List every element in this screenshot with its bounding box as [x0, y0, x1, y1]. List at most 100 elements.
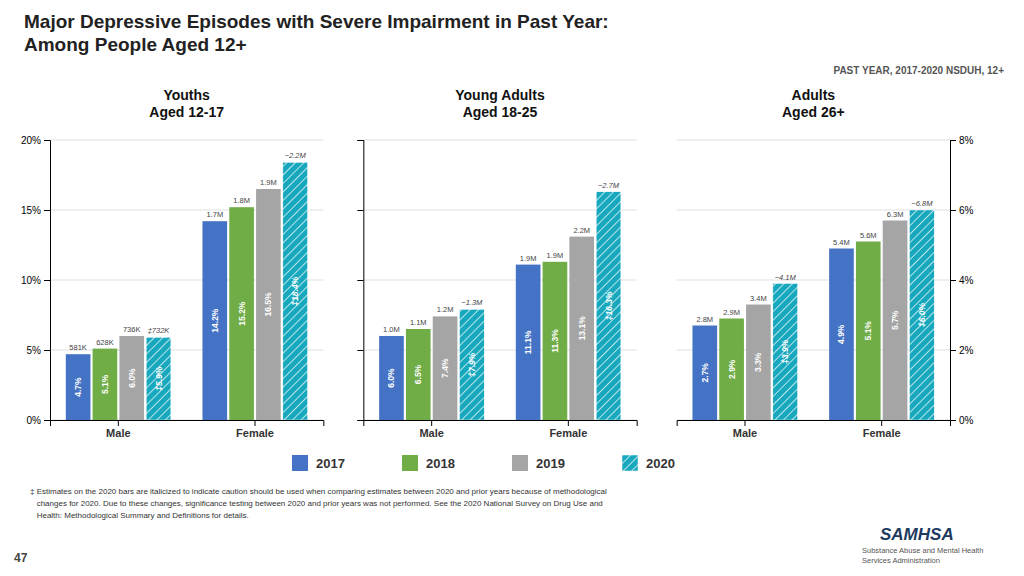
data-label: 3.3%	[753, 352, 763, 372]
y-tick-label: 10%	[21, 275, 41, 286]
legend-item: 2020	[622, 455, 675, 471]
count-label: 5.4M	[833, 238, 850, 247]
y-tick-label: 2%	[959, 345, 974, 356]
bar	[119, 336, 144, 420]
bar	[746, 305, 771, 421]
legend-swatch	[402, 455, 418, 471]
count-label: 628K	[96, 338, 114, 347]
y-tick-mark	[950, 350, 956, 351]
y-tick-mark	[357, 420, 363, 421]
y-tick-mark	[357, 140, 363, 141]
grid-line	[677, 210, 950, 211]
text-line: Major Depressive Episodes with Severe Im…	[24, 11, 609, 32]
x-axis-line	[51, 421, 324, 427]
text-line: Adults	[792, 87, 836, 103]
page-number: 47	[14, 551, 28, 565]
bar	[66, 354, 91, 420]
bar	[596, 192, 621, 420]
data-label: 2.9%	[727, 359, 737, 379]
x-tick-mark	[118, 420, 119, 426]
y-tick-label: 8%	[959, 135, 974, 146]
y-tick: 8%	[950, 135, 974, 146]
data-label: 5.7%	[890, 310, 900, 330]
count-label: −2.2M	[285, 151, 307, 160]
bar	[829, 249, 854, 421]
data-label: 5.1%	[100, 374, 110, 394]
y-tick: 2%	[950, 345, 974, 356]
bar	[883, 221, 908, 421]
bar	[569, 237, 594, 420]
y-tick: 10%	[21, 275, 50, 286]
bar	[773, 284, 798, 421]
data-label: ‡18.4%	[290, 276, 300, 305]
y-tick: 4%	[950, 275, 974, 286]
text-line: ‡ Estimates on the 2020 bars are italici…	[30, 487, 607, 496]
count-label: 1.9M	[520, 254, 537, 263]
grid-line	[50, 140, 323, 141]
data-label: ‡5.9%	[154, 366, 164, 391]
grid	[50, 140, 323, 420]
bar	[460, 309, 485, 420]
chart-root: Major Depressive Episodes with Severe Im…	[0, 0, 1024, 576]
bars	[379, 192, 621, 420]
y-tick-label: 0%	[27, 415, 42, 426]
count-label: ‡732K	[148, 326, 171, 335]
x-tick-label: Male	[106, 427, 130, 439]
data-label: ‡6.0%	[917, 303, 927, 328]
x-tick-mark	[255, 420, 256, 426]
y-axis-line	[357, 141, 364, 421]
x-tick-label: Male	[733, 427, 757, 439]
count-label: 736K	[123, 325, 141, 334]
count-label: −2.7M	[598, 181, 620, 190]
count-label: 3.4M	[750, 294, 767, 303]
text-line: Aged 26+	[782, 104, 845, 120]
panel-title: AdultsAged 26+	[782, 87, 845, 120]
text-line: Substance Abuse and Mental Health	[862, 546, 983, 555]
logo-subtext: Substance Abuse and Mental HealthService…	[862, 546, 983, 565]
legend-label: 2018	[426, 456, 455, 471]
bar	[256, 189, 281, 420]
y-tick-label: 4%	[959, 275, 974, 286]
x-tick: Female	[863, 420, 901, 439]
panel: 2.8M2.7%5.4M4.9%2.9M2.9%5.6M5.1%3.4M3.3%…	[677, 87, 974, 439]
grid-line	[50, 350, 323, 351]
y-axis: 0%5%10%15%20%	[21, 135, 51, 426]
chart-subtitle: PAST YEAR, 2017-2020 NSDUH, 12+	[833, 65, 1004, 76]
x-axis-line	[364, 421, 637, 427]
panel-title: YouthsAged 12-17	[149, 87, 224, 120]
x-tick: Female	[549, 420, 587, 439]
x-tick-mark	[881, 420, 882, 426]
grid	[363, 140, 636, 420]
count-label: 1.7M	[206, 210, 223, 219]
bar	[202, 221, 227, 420]
data-label: ‡16.3%	[604, 291, 614, 320]
text-line: Among People Aged 12+	[24, 34, 247, 55]
y-tick: 0%	[27, 415, 50, 426]
data-label: 13.1%	[577, 316, 587, 341]
chart-title: Major Depressive Episodes with Severe Im…	[24, 11, 609, 55]
data-label: ‡7.9%	[467, 352, 477, 377]
grid-line	[677, 140, 950, 141]
y-axis: 0%2%4%6%8%	[950, 135, 974, 426]
y-tick-label: 5%	[27, 345, 42, 356]
footnote: ‡ Estimates on the 2020 bars are italici…	[30, 487, 607, 520]
x-tick-mark	[568, 420, 569, 426]
labels: 2.8M2.7%5.4M4.9%2.9M2.9%5.6M5.1%3.4M3.3%…	[696, 199, 933, 382]
x-tick-label: Female	[236, 427, 274, 439]
panel-title: Young AdultsAged 18-25	[455, 87, 545, 120]
bar	[516, 265, 541, 420]
legend: 2017201820192020	[292, 455, 675, 471]
bar	[406, 329, 431, 420]
count-label: 2.9M	[723, 308, 740, 317]
x-axis: Male Female	[677, 420, 950, 439]
legend-item: 2018	[402, 455, 455, 471]
y-tick	[357, 210, 363, 211]
legend-swatch	[512, 455, 528, 471]
bars	[692, 210, 934, 420]
count-label: 2.2M	[573, 226, 590, 235]
text-line: Youths	[163, 87, 210, 103]
y-tick	[357, 140, 363, 141]
data-label: 6.0%	[386, 368, 396, 388]
grid-line	[363, 280, 636, 281]
text-line: Services Administration	[862, 556, 940, 565]
